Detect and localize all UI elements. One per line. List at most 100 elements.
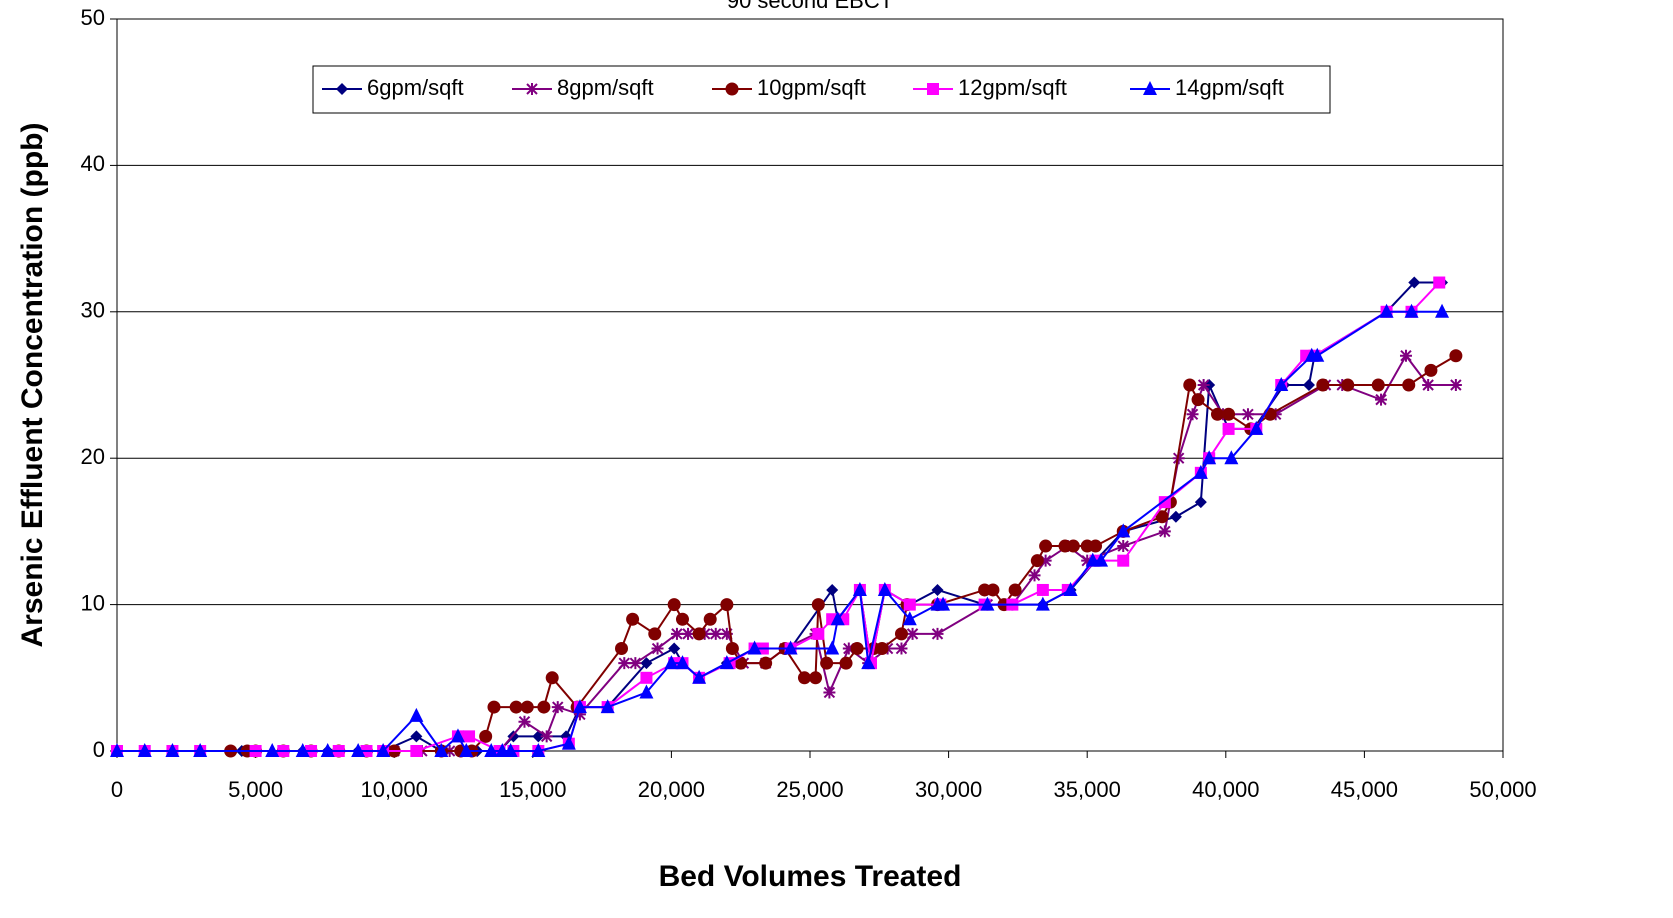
marker xyxy=(931,627,944,640)
marker xyxy=(409,707,424,722)
marker xyxy=(463,730,476,743)
marker xyxy=(336,83,348,95)
marker xyxy=(850,642,864,656)
legend-label: 14gpm/sqft xyxy=(1175,75,1284,100)
marker xyxy=(1399,349,1412,362)
x-tick-label: 5,000 xyxy=(228,777,283,802)
marker xyxy=(1036,583,1049,596)
marker xyxy=(1241,408,1254,421)
marker xyxy=(640,657,653,670)
marker xyxy=(537,700,551,714)
marker xyxy=(1039,554,1052,567)
marker xyxy=(936,596,951,611)
marker xyxy=(1066,539,1080,553)
marker xyxy=(1191,393,1205,407)
marker xyxy=(265,743,280,757)
marker xyxy=(812,627,825,640)
marker xyxy=(1094,552,1109,567)
marker xyxy=(600,699,615,714)
marker xyxy=(759,656,773,670)
marker xyxy=(877,581,892,596)
marker xyxy=(1039,539,1053,553)
marker xyxy=(747,640,762,655)
marker xyxy=(1408,276,1421,289)
marker xyxy=(720,627,733,640)
marker xyxy=(1117,554,1130,567)
marker xyxy=(410,730,423,743)
marker xyxy=(351,743,366,757)
marker xyxy=(725,82,739,96)
marker xyxy=(531,743,546,757)
marker xyxy=(703,612,717,626)
marker xyxy=(931,583,944,596)
marker xyxy=(852,581,867,596)
marker xyxy=(137,743,152,757)
marker xyxy=(450,728,465,743)
marker xyxy=(709,627,722,640)
marker xyxy=(434,743,449,757)
marker xyxy=(783,640,798,655)
marker xyxy=(509,700,523,714)
marker xyxy=(903,598,916,611)
marker xyxy=(1422,379,1435,391)
x-tick-label: 25,000 xyxy=(776,777,843,802)
marker xyxy=(902,611,917,626)
marker xyxy=(720,598,734,612)
legend-label: 10gpm/sqft xyxy=(757,75,866,100)
y-tick-label: 0 xyxy=(93,737,105,762)
legend-label: 12gpm/sqft xyxy=(958,75,1067,100)
marker xyxy=(1089,539,1103,553)
marker xyxy=(1117,540,1130,553)
marker xyxy=(1172,452,1185,465)
marker xyxy=(861,655,876,670)
marker xyxy=(692,669,707,684)
x-tick-label: 20,000 xyxy=(638,777,705,802)
marker xyxy=(1341,378,1355,392)
marker xyxy=(1222,422,1235,435)
marker xyxy=(797,671,811,685)
legend-label: 6gpm/sqft xyxy=(367,75,464,100)
x-tick-label: 50,000 xyxy=(1469,777,1536,802)
marker xyxy=(830,611,845,626)
marker xyxy=(1433,276,1446,289)
marker xyxy=(487,700,501,714)
marker xyxy=(1224,450,1239,465)
marker xyxy=(640,671,653,684)
marker xyxy=(725,642,739,656)
y-axis-label: Arsenic Effluent Concentration (ppb) xyxy=(16,123,49,648)
marker xyxy=(459,743,474,757)
marker xyxy=(875,642,889,656)
chart-title: 90 second EBCT xyxy=(727,0,893,13)
marker xyxy=(410,745,423,757)
marker xyxy=(110,743,124,757)
marker xyxy=(165,743,180,757)
marker xyxy=(1186,408,1199,421)
marker xyxy=(1375,393,1388,406)
marker xyxy=(1158,496,1171,509)
marker xyxy=(561,735,576,750)
x-tick-label: 30,000 xyxy=(915,777,982,802)
y-tick-label: 30 xyxy=(81,298,105,323)
marker xyxy=(1081,554,1094,567)
marker xyxy=(479,729,493,743)
x-tick-label: 0 xyxy=(111,777,123,802)
marker xyxy=(1116,523,1131,538)
marker xyxy=(692,627,706,641)
marker xyxy=(1183,378,1197,392)
marker xyxy=(526,83,538,95)
x-tick-label: 40,000 xyxy=(1192,777,1259,802)
marker xyxy=(651,642,664,655)
y-tick-label: 40 xyxy=(81,151,105,176)
plot-area xyxy=(116,18,1504,752)
marker xyxy=(1449,349,1463,363)
marker xyxy=(626,612,640,626)
marker xyxy=(376,743,391,757)
marker xyxy=(927,83,939,95)
marker xyxy=(648,627,662,641)
marker xyxy=(639,684,654,699)
marker xyxy=(667,598,681,612)
marker xyxy=(668,642,681,655)
marker xyxy=(1143,81,1157,95)
marker xyxy=(1379,303,1394,318)
marker xyxy=(682,627,695,640)
